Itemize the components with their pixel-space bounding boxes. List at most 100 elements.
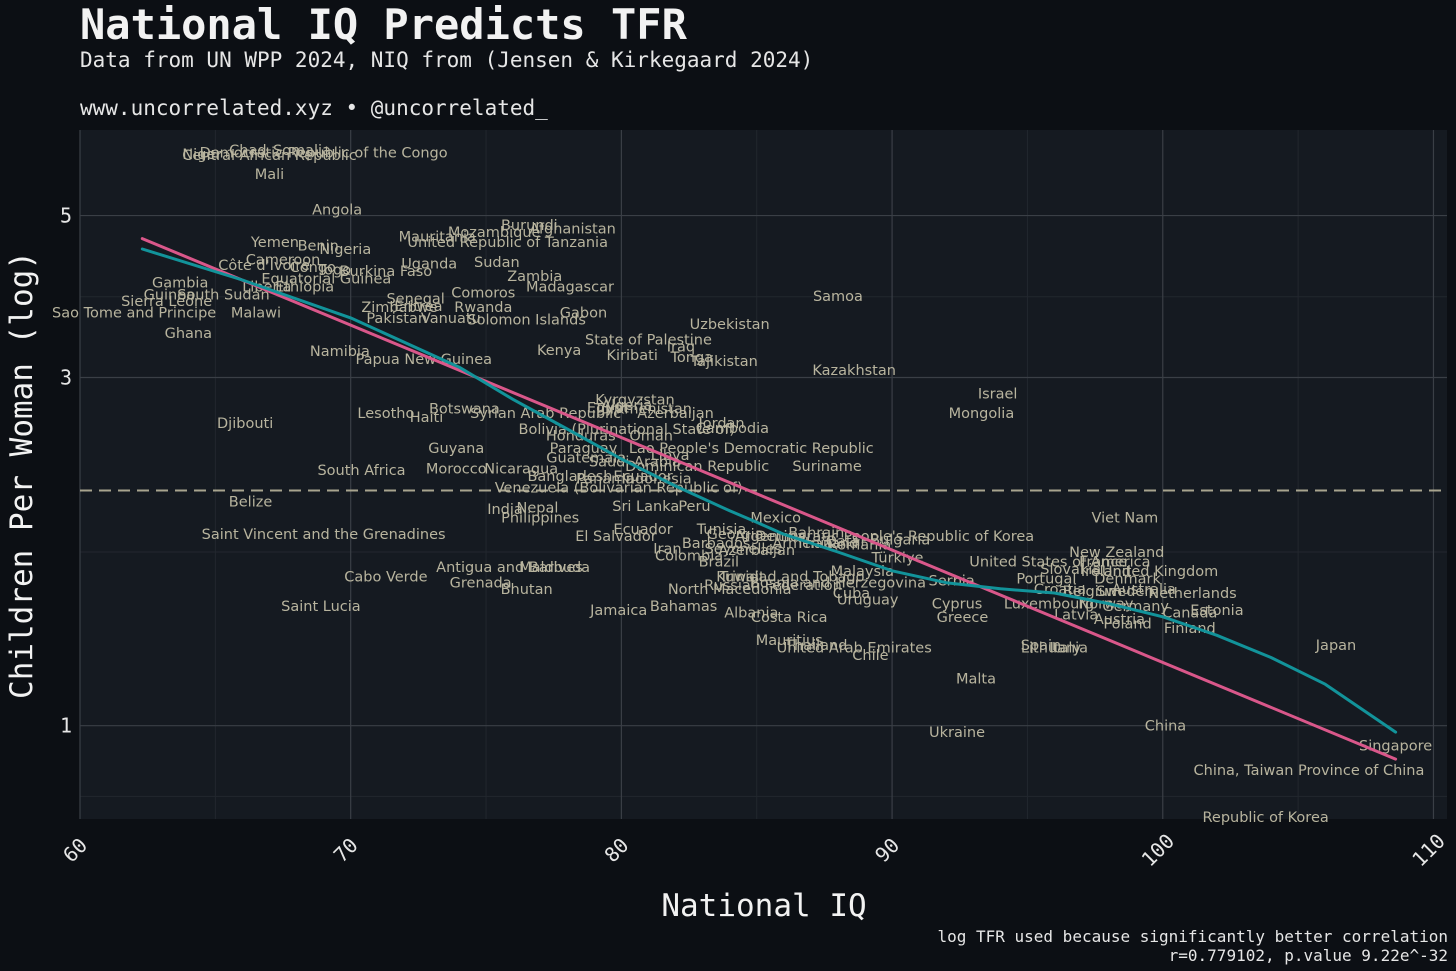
country-label: Qatar	[826, 534, 867, 550]
country-label: Ethiopia	[275, 279, 334, 295]
country-label: Costa Rica	[751, 610, 828, 626]
smooth-fit-line	[140, 247, 1398, 734]
country-label: Mongolia	[949, 406, 1015, 422]
country-label: Argentina	[735, 529, 806, 545]
country-label: Jordan	[697, 416, 744, 432]
country-label: Mauritania	[399, 230, 476, 246]
country-label: Jamaica	[589, 603, 647, 619]
country-label: Cuba	[833, 586, 870, 602]
country-label: Tunisia	[696, 522, 747, 538]
y-tick-label: 5	[60, 204, 72, 228]
country-label: Bosnia and Herzegovina	[750, 576, 926, 592]
x-tick-label: 80	[599, 833, 633, 867]
country-label: Morocco	[426, 462, 487, 478]
country-label: United Kingdom	[1102, 564, 1218, 580]
country-label: Saint Lucia	[281, 599, 361, 615]
country-label: Congo	[290, 260, 336, 276]
country-label: Egypt	[587, 400, 629, 416]
country-label: Malaysia	[831, 564, 894, 580]
country-label: El Salvador	[575, 529, 656, 545]
country-label: Burkina Faso	[340, 264, 433, 280]
country-label: Gambia	[152, 275, 208, 291]
chart-subtitle: Data from UN WPP 2024, NIQ from (Jensen …	[80, 48, 814, 72]
country-label: Nigeria	[319, 242, 371, 258]
country-label: Barbados	[682, 536, 751, 552]
country-label: Bahamas	[650, 599, 717, 615]
country-label: Japan	[1315, 638, 1356, 654]
country-label: Dominican Republic	[625, 459, 769, 475]
country-label: Bangladesh	[527, 469, 612, 485]
x-tick-label: 60	[58, 833, 92, 867]
country-label: State of Palestine	[585, 333, 712, 349]
country-label: Kyrgyzstan	[595, 392, 674, 408]
country-label: Lithuania	[1021, 640, 1088, 656]
country-label: Panama	[576, 472, 634, 488]
country-label: Viet Nam	[1092, 510, 1159, 526]
country-label: Germany	[1102, 599, 1169, 615]
country-label: Guyana	[428, 441, 484, 457]
country-label: Republic of Korea	[1202, 810, 1328, 826]
country-label: Sudan	[474, 255, 520, 271]
country-label: Kazakhstan	[812, 363, 896, 379]
country-label: United Arab Emirates	[777, 640, 932, 656]
country-label: United Republic of Tanzania	[407, 235, 608, 251]
country-label: China, Taiwan Province of China	[1194, 763, 1425, 779]
country-label: Greece	[937, 610, 989, 626]
country-label: Albania	[724, 605, 778, 621]
x-axis-label: National IQ	[661, 888, 866, 924]
country-label: Benin	[298, 238, 339, 254]
country-label: Russian Federation	[704, 578, 842, 594]
country-label: Guinea	[144, 287, 195, 303]
country-label: Canada	[1162, 605, 1217, 621]
country-label: Bhutan	[501, 582, 553, 598]
linear-fit-line	[140, 237, 1398, 761]
country-label: Kiribati	[607, 348, 658, 364]
country-label: Solomon Islands	[467, 313, 585, 329]
country-label: Seychelles	[705, 541, 782, 557]
country-label: Thailand	[784, 638, 847, 654]
country-label: Sao Tome and Principe	[52, 306, 216, 322]
country-label: Belize	[229, 494, 273, 510]
country-label: Bolivia (Plurinational State of)	[519, 422, 736, 438]
country-label: Iran	[653, 541, 681, 557]
country-label: Australia	[1112, 582, 1176, 598]
country-label: Thailand	[795, 536, 858, 552]
country-label: Chad	[229, 143, 266, 159]
country-label: Djibouti	[217, 416, 273, 432]
country-label: Angola	[312, 202, 362, 218]
country-label: Italy	[1050, 640, 1082, 656]
country-label: Iraq	[667, 339, 695, 355]
country-label: Mozambique	[448, 225, 541, 241]
country-label: Turkmenistan	[593, 402, 692, 418]
chart-credit: www.uncorrelated.xyz • @uncorrelated_	[80, 96, 548, 120]
country-label: South Africa	[317, 463, 405, 479]
country-label: Colombia	[655, 549, 723, 565]
country-label: Tajikistan	[690, 354, 758, 370]
country-label: Malawi	[231, 306, 281, 322]
country-label: Côte d'Ivoire	[218, 258, 310, 274]
country-label: Malta	[956, 672, 996, 688]
country-label: Philippines	[501, 510, 579, 526]
country-label: Portugal	[1016, 572, 1076, 588]
country-label: Madagascar	[526, 279, 614, 295]
country-label: Lesotho	[357, 406, 414, 422]
country-label: France	[1079, 554, 1127, 570]
country-label: Mexico	[750, 510, 801, 526]
country-label: Pakistan	[366, 311, 427, 327]
fit-lines	[140, 237, 1398, 761]
country-label: Rwanda	[454, 300, 512, 316]
country-label: Bahrain	[788, 525, 844, 541]
country-label: Estonia	[1190, 603, 1243, 619]
grid-lines	[79, 130, 1447, 819]
country-label: Cyprus	[932, 597, 983, 613]
x-tick-label: 90	[870, 833, 904, 867]
country-label: Syrian Arab Republic	[470, 406, 621, 422]
country-label: Bulgaria	[870, 532, 930, 548]
country-label: North Macedonia	[668, 582, 792, 598]
country-label: Venezuela (Bolivarian Republic of)	[495, 481, 743, 497]
country-label: Azerbaijan	[718, 543, 795, 559]
country-label: Eritrea	[394, 299, 442, 315]
country-label: Burundi	[501, 218, 558, 234]
y-axis-label: Children Per Woman (log)	[4, 251, 40, 699]
